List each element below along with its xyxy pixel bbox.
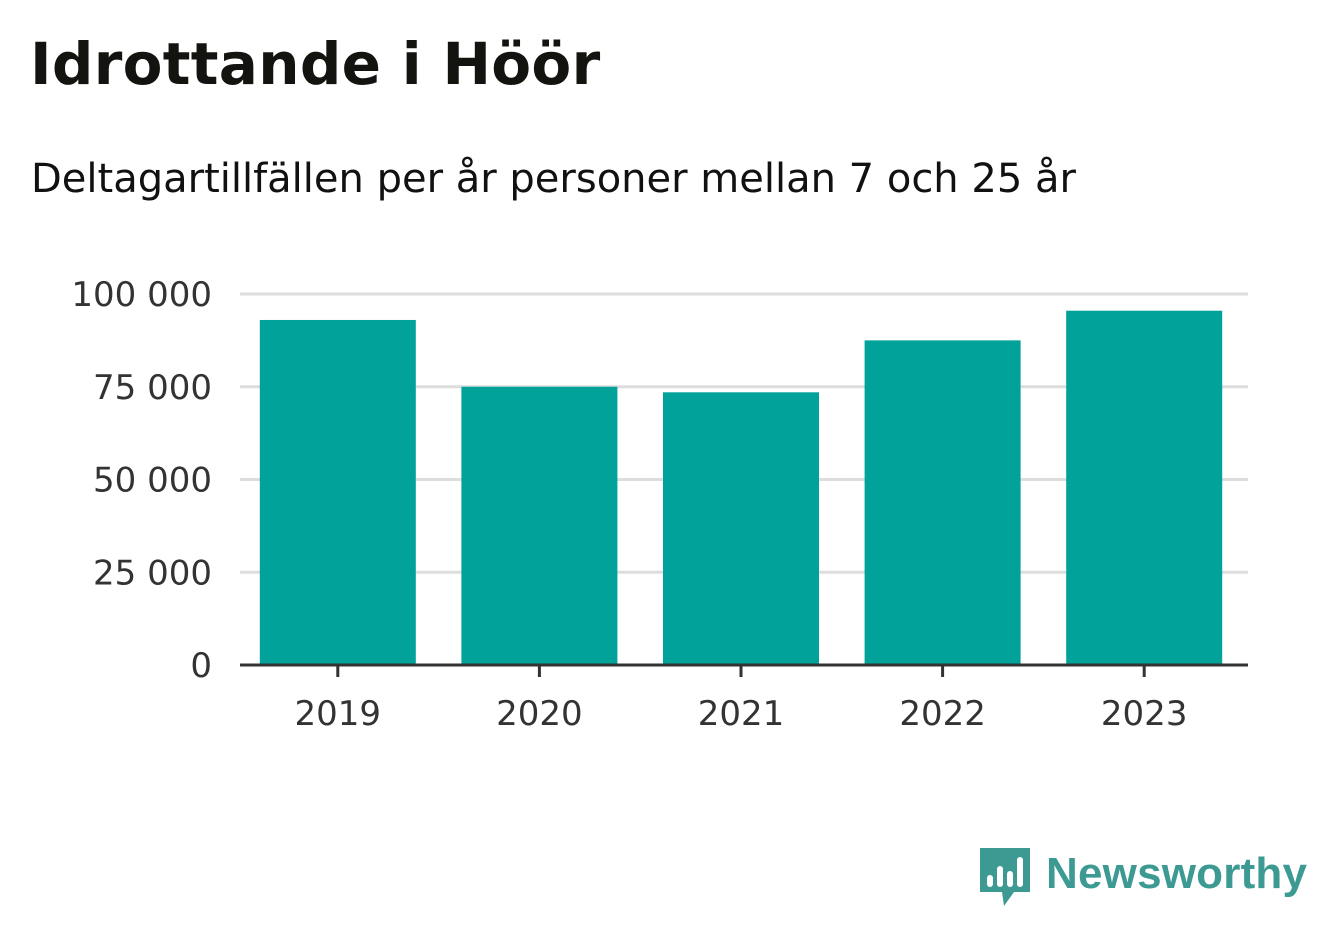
bar-2022 xyxy=(864,340,1021,665)
y-tick-label: 0 xyxy=(190,646,212,686)
bars xyxy=(259,310,1223,665)
y-tick-label: 75 000 xyxy=(93,368,212,408)
x-tick-label: 2022 xyxy=(899,694,986,734)
x-tick-label: 2023 xyxy=(1101,694,1188,734)
y-tick-label: 100 000 xyxy=(71,275,212,315)
x-axis-labels: 2019 2020 2021 2022 2023 xyxy=(295,694,1188,734)
newsworthy-brand: Newsworthy xyxy=(980,848,1307,910)
newsworthy-logo-icon xyxy=(980,848,1030,906)
y-axis-labels: 0 25 000 50 000 75 000 100 000 xyxy=(71,275,212,686)
x-axis xyxy=(240,663,1248,677)
brand-name: Newsworthy xyxy=(1046,849,1308,898)
x-tick-label: 2019 xyxy=(295,694,382,734)
x-tick-label: 2020 xyxy=(496,694,583,734)
bar-2019 xyxy=(259,319,416,665)
bar-2020 xyxy=(461,386,618,665)
y-tick-label: 25 000 xyxy=(93,553,212,593)
chart-title: Idrottande i Höör xyxy=(30,30,601,98)
x-tick-label: 2021 xyxy=(698,694,785,734)
chart-subtitle: Deltagartillfällen per år personer mella… xyxy=(31,156,1076,202)
bar-2021 xyxy=(663,392,819,665)
y-tick-label: 50 000 xyxy=(93,461,212,501)
bar-2023 xyxy=(1066,310,1223,665)
